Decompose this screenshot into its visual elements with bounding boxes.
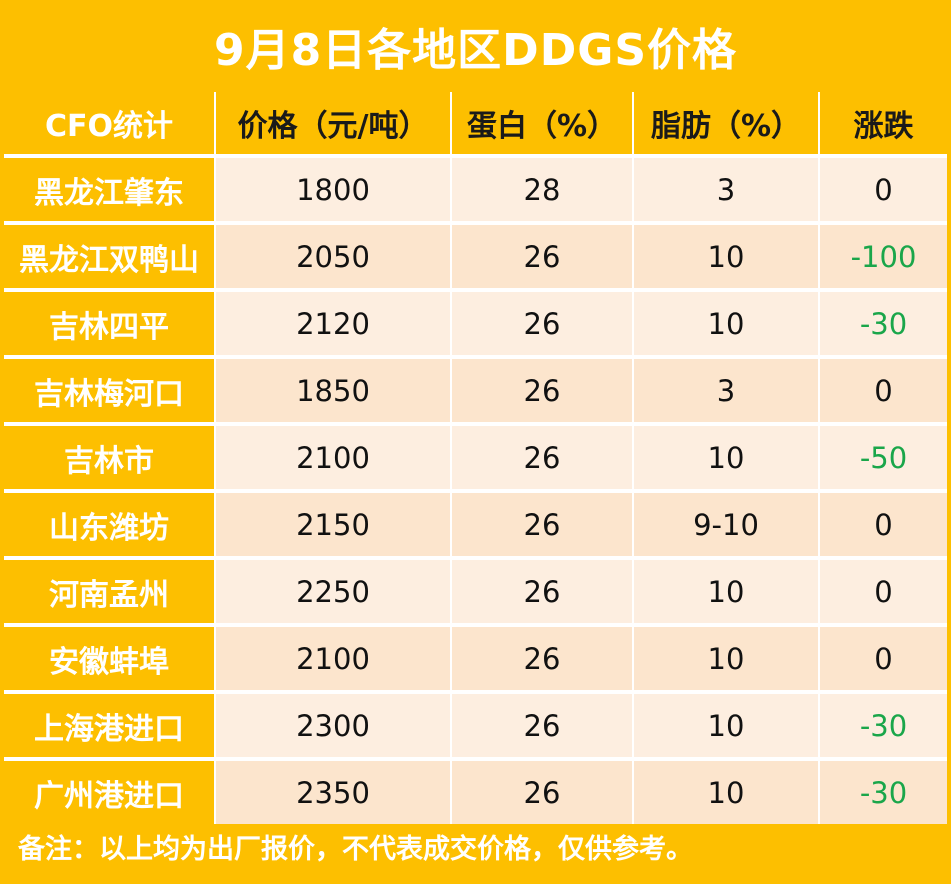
row-change: -50 [820, 426, 947, 489]
row-price: 2100 [216, 627, 452, 690]
row-region: 安徽蚌埠 [4, 627, 216, 690]
row-protein: 26 [452, 694, 634, 757]
header-source: CFO统计 [4, 92, 216, 154]
row-protein: 28 [452, 158, 634, 221]
row-change: -30 [820, 292, 947, 355]
row-fat: 10 [634, 426, 820, 489]
row-protein: 26 [452, 359, 634, 422]
row-change: 0 [820, 493, 947, 556]
row-price: 2250 [216, 560, 452, 623]
row-region: 黑龙江双鸭山 [4, 225, 216, 288]
row-price: 2350 [216, 761, 452, 824]
row-change: 0 [820, 627, 947, 690]
row-price: 2120 [216, 292, 452, 355]
row-change: -100 [820, 225, 947, 288]
row-region: 河南孟州 [4, 560, 216, 623]
row-price: 2100 [216, 426, 452, 489]
row-fat: 10 [634, 560, 820, 623]
row-change: -30 [820, 694, 947, 757]
row-fat: 10 [634, 225, 820, 288]
row-fat: 10 [634, 761, 820, 824]
row-price: 2150 [216, 493, 452, 556]
page-title: 9月8日各地区DDGS价格 [213, 25, 738, 76]
row-change: 0 [820, 560, 947, 623]
header-fat: 脂肪（%） [634, 92, 820, 154]
header-change: 涨跌 [820, 92, 947, 154]
header-protein: 蛋白（%） [452, 92, 634, 154]
row-protein: 26 [452, 560, 634, 623]
row-region: 上海港进口 [4, 694, 216, 757]
row-region: 吉林市 [4, 426, 216, 489]
row-fat: 3 [634, 158, 820, 221]
row-protein: 26 [452, 761, 634, 824]
row-protein: 26 [452, 493, 634, 556]
row-change: 0 [820, 359, 947, 422]
row-region: 山东潍坊 [4, 493, 216, 556]
row-price: 1800 [216, 158, 452, 221]
row-fat: 3 [634, 359, 820, 422]
header-price: 价格（元/吨） [216, 92, 452, 154]
row-protein: 26 [452, 426, 634, 489]
row-price: 2050 [216, 225, 452, 288]
price-table: CFO统计 价格（元/吨） 蛋白（%） 脂肪（%） 涨跌 黑龙江肇东 1800 … [4, 92, 947, 824]
row-price: 2300 [216, 694, 452, 757]
row-region: 吉林梅河口 [4, 359, 216, 422]
footnote: 备注：以上均为出厂报价，不代表成交价格，仅供参考。 [18, 833, 693, 865]
row-fat: 10 [634, 694, 820, 757]
row-fat: 10 [634, 627, 820, 690]
row-change: 0 [820, 158, 947, 221]
row-region: 吉林四平 [4, 292, 216, 355]
row-fat: 10 [634, 292, 820, 355]
row-protein: 26 [452, 627, 634, 690]
row-fat: 9-10 [634, 493, 820, 556]
row-change: -30 [820, 761, 947, 824]
row-price: 1850 [216, 359, 452, 422]
row-protein: 26 [452, 225, 634, 288]
row-region: 广州港进口 [4, 761, 216, 824]
row-protein: 26 [452, 292, 634, 355]
row-region: 黑龙江肇东 [4, 158, 216, 221]
